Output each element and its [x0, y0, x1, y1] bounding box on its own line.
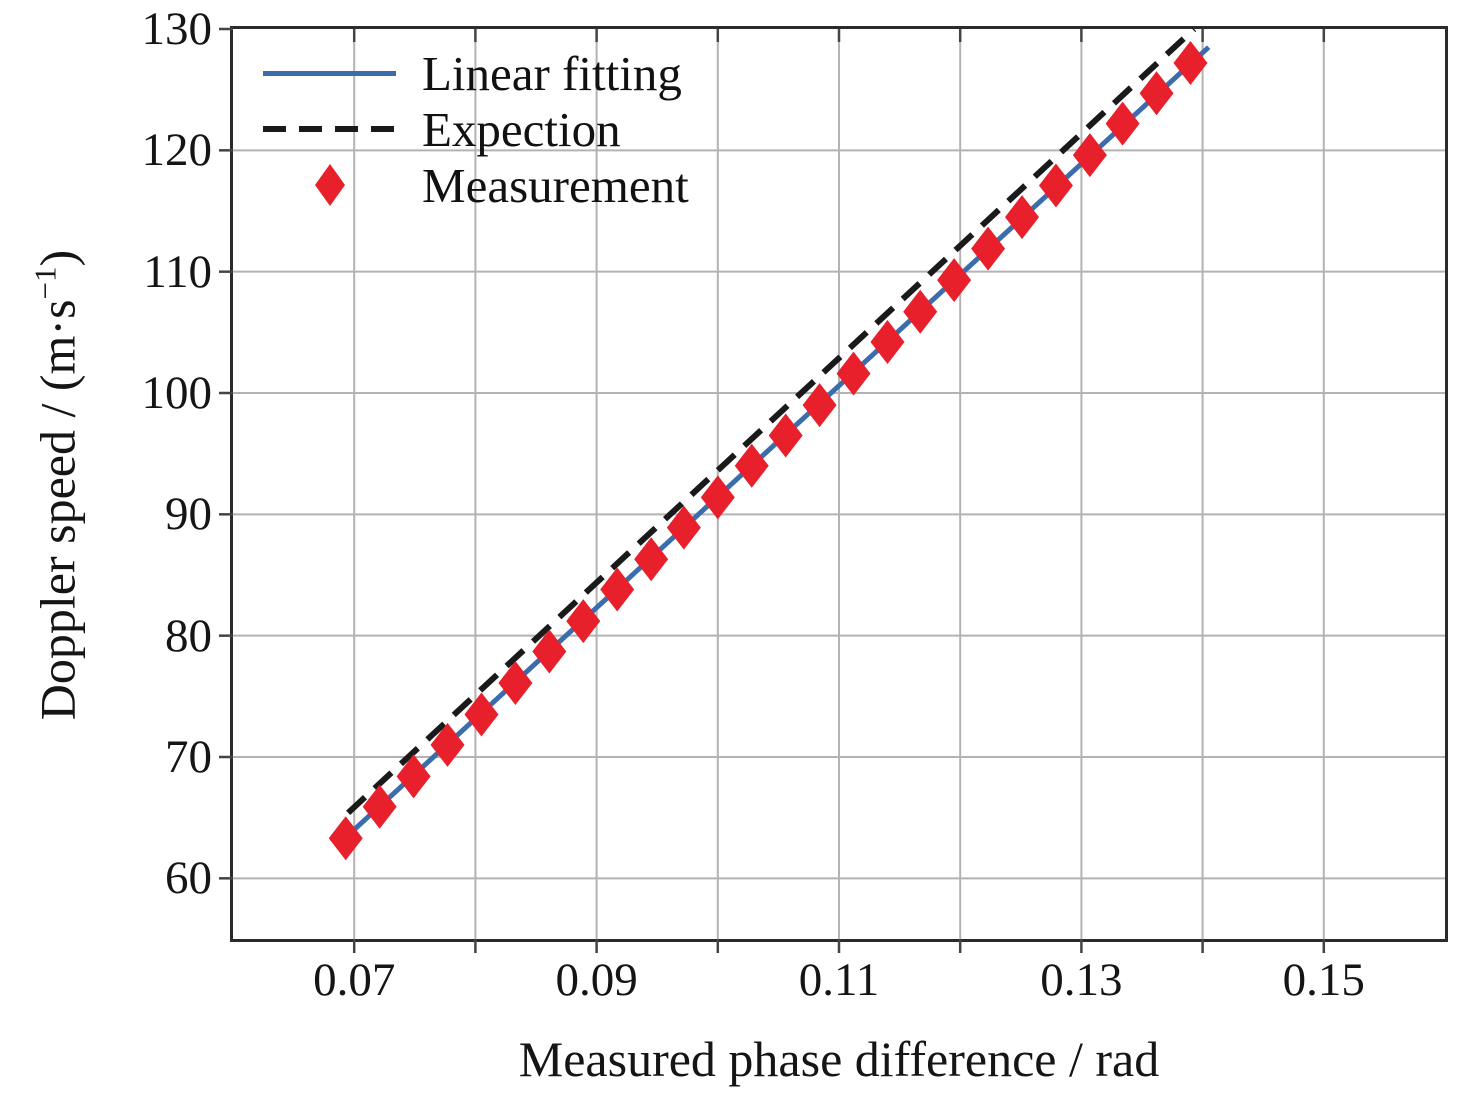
measurement-point [430, 722, 465, 767]
y-tick-label: 60 [165, 852, 212, 905]
measurement-point [464, 692, 499, 737]
measurement-point [1173, 40, 1208, 85]
measurement-point [600, 567, 635, 612]
legend-item-linear-fitting: Linear fitting [263, 45, 689, 101]
y-tick-label: 90 [165, 488, 212, 541]
measurement-point [1139, 71, 1174, 116]
measurement-point [1038, 163, 1073, 208]
x-tick-label: 0.15 [1282, 954, 1365, 1006]
measurement-point [768, 413, 803, 458]
legend: Linear fitting Expection Measurement [263, 45, 689, 213]
legend-solid-line-swatch [263, 70, 396, 76]
legend-label-measurement: Measurement [422, 157, 689, 213]
measurement-point [498, 660, 533, 705]
measurement-point [532, 629, 567, 674]
x-tick-label: 0.09 [555, 954, 638, 1006]
measurement-point [937, 258, 972, 303]
measurement-point [666, 505, 701, 550]
measurement-point [396, 754, 431, 799]
measurement-point [870, 320, 905, 365]
measurement-point [700, 475, 735, 520]
measurement-point [1105, 101, 1140, 146]
y-tick-label: 80 [165, 609, 212, 662]
measurement-point [328, 816, 363, 861]
legend-item-expection: Expection [263, 101, 689, 157]
measurement-point [1005, 195, 1040, 240]
legend-dashed-line-swatch [263, 126, 396, 132]
measurement-point [802, 383, 837, 428]
x-axis-title: Measured phase difference / rad [518, 1031, 1160, 1087]
y-tick-label: 130 [141, 3, 213, 55]
measurement-point [903, 289, 938, 334]
measurement-point [1072, 133, 1107, 178]
axis-tick-marks [219, 27, 1326, 953]
x-tick-label: 0.13 [1040, 954, 1123, 1006]
measurement-point [362, 784, 397, 829]
y-tick-label: 110 [143, 245, 212, 298]
legend-item-measurement: Measurement [263, 157, 689, 213]
measurement-point [734, 443, 769, 488]
x-tick-label: 0.07 [313, 954, 396, 1006]
y-tick-label: 120 [141, 124, 213, 177]
measurement-point [836, 351, 871, 396]
chart-canvas [219, 26, 1445, 953]
measurement-points [328, 40, 1208, 861]
y-tick-label: 100 [141, 367, 213, 419]
legend-label-linear-fitting: Linear fitting [422, 45, 682, 101]
measurement-point [566, 599, 601, 644]
measurement-point [634, 537, 669, 582]
y-tick-label: 70 [165, 731, 212, 783]
legend-diamond-swatch [314, 164, 345, 206]
expectation-line [346, 26, 1197, 816]
x-tick-label: 0.11 [798, 954, 880, 1006]
plot-area: Linear fitting Expection Measurement [219, 26, 1448, 953]
legend-label-expection: Expection [422, 101, 621, 157]
measurement-point [971, 226, 1006, 271]
